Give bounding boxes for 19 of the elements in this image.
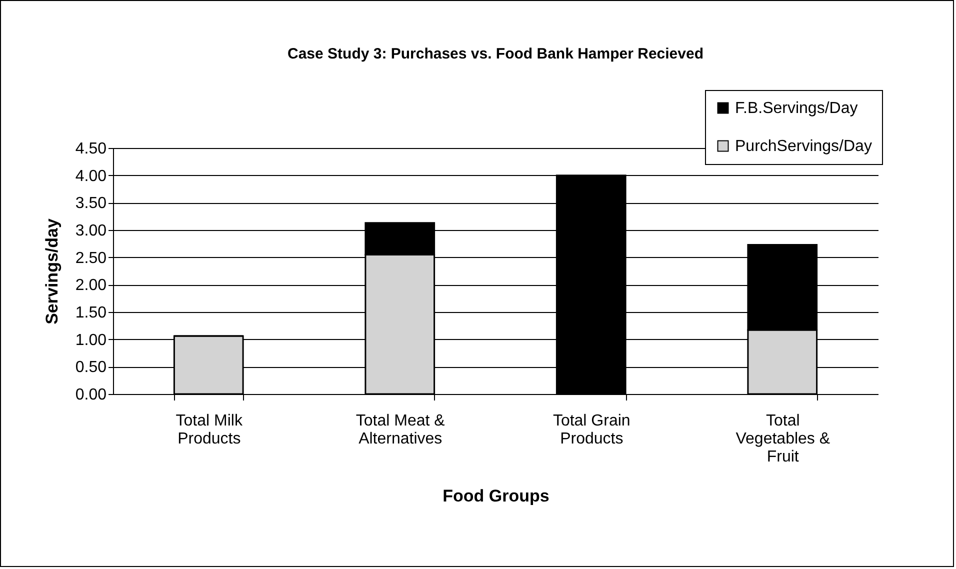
x-axis-title: Food Groups (442, 486, 550, 506)
y-tick-label: 0.00 (75, 386, 107, 404)
y-tick-label: 3.50 (75, 195, 107, 212)
chart-title: Case Study 3: Purchases vs. Food Bank Hamper Recieved (288, 46, 704, 62)
legend-label: PurchServings/Day (735, 138, 872, 155)
legend-label: F.B.Servings/Day (735, 100, 858, 117)
y-tick-label: 1.00 (75, 332, 107, 349)
y-axis-title: Servings/day (42, 218, 62, 324)
x-tick-label: Total Meat & Alternatives (356, 412, 446, 448)
y-tick-label: 0.50 (75, 359, 107, 376)
y-tick-label: 2.50 (75, 250, 107, 267)
x-tick-label: Total Grain Products (552, 412, 630, 448)
y-tick-label: 4.50 (75, 140, 107, 158)
x-tick-label: Total Milk Products (176, 412, 244, 448)
y-tick-label: 3.00 (75, 222, 107, 240)
y-tick-label: 2.00 (75, 277, 107, 294)
y-tick-label: 4.00 (75, 168, 107, 185)
x-tick-label: Total Vegetables & Fruit (736, 412, 830, 466)
y-tick-label: 1.50 (75, 304, 107, 322)
